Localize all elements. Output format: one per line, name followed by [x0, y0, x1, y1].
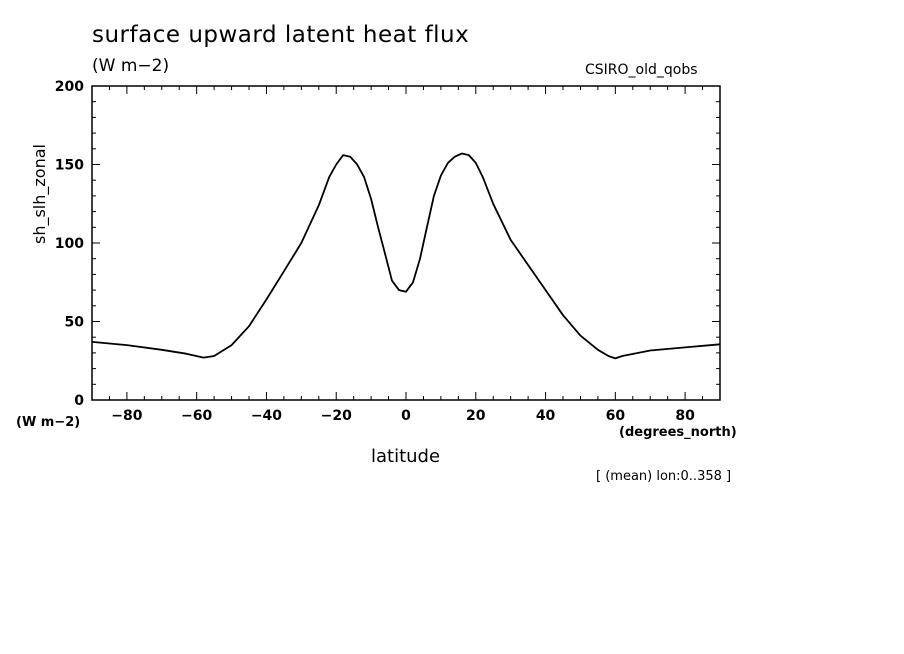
y-tick-label: 50 — [65, 315, 85, 331]
y-tick-label: 200 — [55, 79, 84, 95]
x-axis-label: latitude — [371, 446, 441, 467]
series-line-0 — [91, 152, 721, 360]
averaging-note: [ (mean) lon:0..358 ] — [596, 469, 732, 484]
x-tick-label: −80 — [111, 408, 142, 424]
x-tick-label: 20 — [466, 408, 486, 424]
x-tick-label: −40 — [251, 408, 282, 424]
chart-units: (W m−2) — [92, 56, 170, 76]
y-axis-units: (W m−2) — [16, 415, 81, 430]
x-tick-label: 80 — [675, 408, 695, 424]
y-tick-label: 150 — [55, 158, 84, 174]
x-axis-units: (degrees_north) — [619, 425, 737, 440]
y-tick-label: 100 — [55, 236, 84, 252]
x-tick-label: 0 — [401, 408, 411, 424]
x-tick-label: −20 — [321, 408, 352, 424]
x-tick-label: 60 — [606, 408, 626, 424]
model-label: CSIRO_old_qobs — [585, 62, 698, 78]
chart-title: surface upward latent heat flux — [92, 22, 470, 48]
x-tick-label: −60 — [181, 408, 212, 424]
x-tick-label: 40 — [536, 408, 556, 424]
y-tick-label: 0 — [74, 393, 84, 409]
